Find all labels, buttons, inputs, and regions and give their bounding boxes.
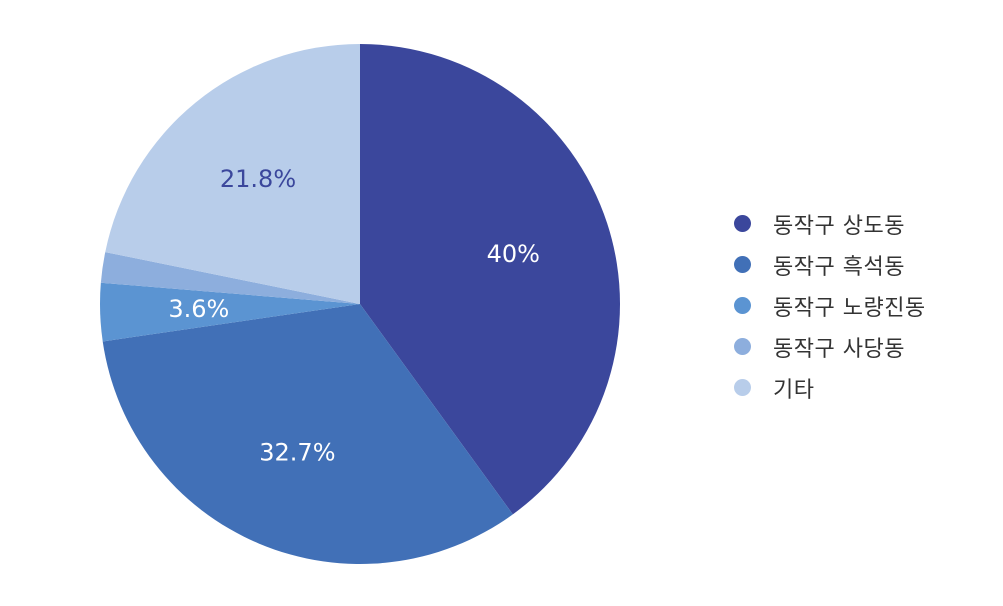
- legend-label: 동작구 흑석동: [773, 254, 905, 280]
- pie-slice-동작구-노량진동: [100, 282, 361, 342]
- pie-slice-동작구-사당동: [100, 252, 361, 304]
- pie-slice-동작구-상도동: [360, 44, 620, 515]
- legend-label: 동작구 사당동: [773, 336, 905, 362]
- legend-swatch-icon: [734, 256, 751, 273]
- data-label-기타: 21.8%: [220, 165, 296, 193]
- legend-swatch-icon: [734, 297, 751, 314]
- pie-data-labels: 40% 32.7% 3.6% 21.8%: [168, 165, 540, 466]
- data-label-동작구-노량진동: 3.6%: [168, 295, 229, 323]
- pie-slice-동작구-흑석동: [102, 304, 513, 564]
- legend-label: 기타: [773, 377, 815, 403]
- legend-label: 동작구 노량진동: [773, 295, 926, 321]
- pie-slice-기타: [105, 44, 360, 304]
- legend-item-동작구-노량진동: 동작구 노량진동: [734, 285, 926, 326]
- legend-item-동작구-흑석동: 동작구 흑석동: [734, 244, 926, 285]
- legend-item-동작구-상도동: 동작구 상도동: [734, 203, 926, 244]
- legend-swatch-icon: [734, 338, 751, 355]
- legend-swatch-icon: [734, 379, 751, 396]
- legend-swatch-icon: [734, 215, 751, 232]
- data-label-동작구-상도동: 40%: [487, 240, 540, 268]
- legend-item-동작구-사당동: 동작구 사당동: [734, 326, 926, 367]
- legend-item-기타: 기타: [734, 367, 926, 408]
- legend-label: 동작구 상도동: [773, 213, 905, 239]
- data-label-동작구-흑석동: 32.7%: [259, 439, 335, 467]
- pie-slices: [100, 44, 620, 564]
